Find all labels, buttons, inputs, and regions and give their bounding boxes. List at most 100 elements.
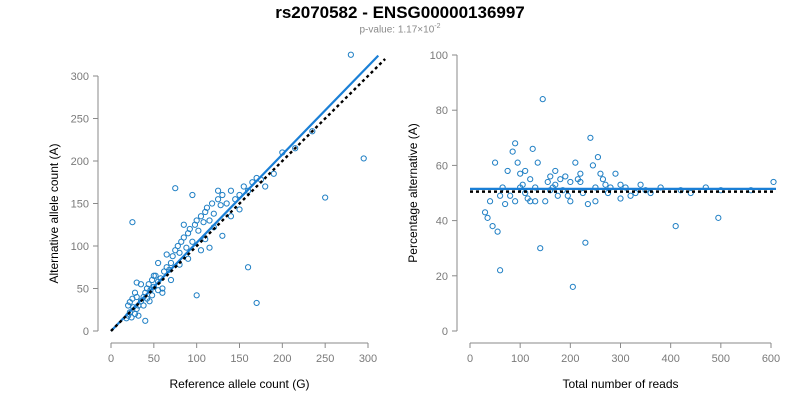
plot-2-data-point — [527, 176, 534, 183]
plot-1-data-point — [125, 302, 132, 309]
plot-1-y-tick-label: 250 — [71, 114, 89, 126]
plot-2-data-point — [497, 267, 504, 274]
plot-2-data-point — [552, 181, 559, 188]
plot-1-data-point — [169, 253, 176, 260]
plot-2-data-point — [607, 184, 614, 191]
plot-2-data-point — [537, 245, 544, 252]
plot-1-data-point — [152, 272, 159, 279]
plot-2-x-tick-label: 600 — [762, 353, 780, 365]
plot-1-data-point — [270, 170, 277, 177]
plot-1-data-point — [292, 145, 299, 152]
plot-1-data-point — [203, 204, 211, 211]
plot-1-x-tick-label: 50 — [148, 353, 160, 365]
plot-1-data-point — [253, 299, 260, 307]
plot-1-data-point — [140, 302, 147, 309]
plot-2-data-point — [567, 178, 574, 186]
plot-1-data-point — [167, 259, 175, 267]
plot-1-data-point — [150, 272, 157, 279]
plot-1-data-point — [206, 217, 213, 224]
plot-2-x-tick-label: 500 — [712, 353, 730, 365]
plot-1-data-point — [135, 312, 142, 319]
plot-2-data-point — [589, 162, 597, 169]
plot-2-data-point — [592, 184, 599, 191]
plot-1-data-point — [189, 191, 196, 199]
plot-1-data-point — [360, 155, 367, 162]
plot-1-x-tick-label: 100 — [187, 353, 205, 365]
plot-1-data-point — [197, 247, 205, 254]
plot-1-data-point — [219, 232, 226, 239]
plot-2-data-point — [509, 148, 516, 155]
plot-1-data-point — [185, 255, 192, 262]
plot-1-x-tick-label: 300 — [359, 353, 377, 365]
plot-1-data-point — [163, 251, 170, 258]
plot-2-data-point — [534, 159, 541, 166]
plot-1-x-tick-label: 150 — [230, 353, 248, 365]
plot-1-data-point — [206, 244, 213, 251]
plot-2-data-point — [642, 187, 649, 194]
plot-1-data-point — [155, 259, 162, 267]
plot-1-data-point — [128, 314, 135, 321]
plot-2-x-tick-label: 100 — [511, 353, 529, 365]
plot-2-y-tick-label: 60 — [436, 160, 448, 172]
plot-2-data-point — [584, 200, 591, 208]
plot-2-data-point — [484, 214, 491, 221]
plot-1-data-point — [214, 187, 222, 194]
plot-2-data-point — [617, 195, 624, 202]
p-value-exponent: -2 — [434, 23, 441, 30]
plot-2-y-axis-title: Percentage alternative (A) — [406, 123, 420, 262]
plot-1-data-point — [214, 196, 222, 203]
plot-1-data-point — [189, 238, 196, 245]
plot-2-x-tick-label: 0 — [467, 353, 473, 365]
plot-2-data-point — [687, 189, 694, 197]
plot-1-data-point — [167, 276, 175, 284]
plot-2-y-tick-label: 100 — [430, 50, 448, 62]
plot-2-data-point — [517, 184, 524, 191]
plot-2-data-point — [532, 198, 539, 205]
plot-1-data-point — [240, 183, 247, 190]
plot-2-data-point — [632, 189, 639, 197]
plot-2-data-point — [559, 187, 566, 194]
p-value-subtitle: p-value: 1.17×10-2 — [0, 23, 800, 35]
plot-1-y-tick-label: 150 — [71, 199, 89, 211]
plot-2-y-tick-label: 0 — [442, 326, 448, 338]
p-value-text: p-value: 1.17×10 — [359, 24, 435, 36]
plot-2-y-tick-label: 40 — [436, 216, 448, 228]
plot-2-data-point — [657, 184, 664, 191]
plot-1-data-point — [210, 210, 217, 217]
plot-2-data-point — [504, 167, 511, 175]
plot-1-data-point — [149, 292, 156, 299]
plot-1-fit-line — [110, 54, 380, 332]
plot-2-data-point — [486, 198, 494, 205]
plot-1-x-tick-label: 0 — [108, 353, 114, 365]
plot-1-data-point — [193, 292, 200, 299]
plot-2-data-point — [544, 178, 551, 186]
plot-2-data-point — [547, 187, 554, 194]
plot-2-data-point — [602, 181, 609, 188]
plot-2-data-point — [572, 159, 579, 166]
plot-1-y-tick-label: 300 — [71, 71, 89, 83]
plot-2-y-tick-label: 80 — [436, 105, 448, 117]
plot-2-data-point — [637, 181, 644, 188]
plot-1-data-point — [236, 206, 243, 213]
plot-1-y-axis-title: Alternative allele count (A) — [47, 143, 61, 283]
plot-1-data-point — [322, 194, 329, 201]
plot-2-data-point — [715, 214, 722, 221]
plot-2-data-point — [594, 154, 602, 161]
chart-title: rs2070582 - ENSG00000136997 — [275, 3, 525, 22]
plot-2-data-point — [582, 239, 589, 246]
plot-1-data-point — [197, 213, 205, 220]
plot-2-data-point — [747, 187, 755, 194]
plot-1-data-point — [309, 128, 316, 135]
plot-2-data-point — [554, 192, 561, 199]
plot-1-data-point — [244, 264, 252, 271]
plot-2-y-tick-label: 20 — [436, 271, 448, 283]
plot-1-data-point — [186, 225, 193, 233]
plot-2-data-point — [514, 159, 521, 166]
plot-1-data-point — [129, 219, 136, 226]
plot-1-data-point — [142, 317, 149, 324]
plot-2-data-point — [522, 189, 529, 197]
plot-2-x-tick-label: 300 — [611, 353, 629, 365]
plot-1-y-tick-label: 50 — [77, 284, 89, 296]
plot-2-data-point — [622, 184, 629, 191]
plot-2-data-point — [702, 184, 709, 191]
